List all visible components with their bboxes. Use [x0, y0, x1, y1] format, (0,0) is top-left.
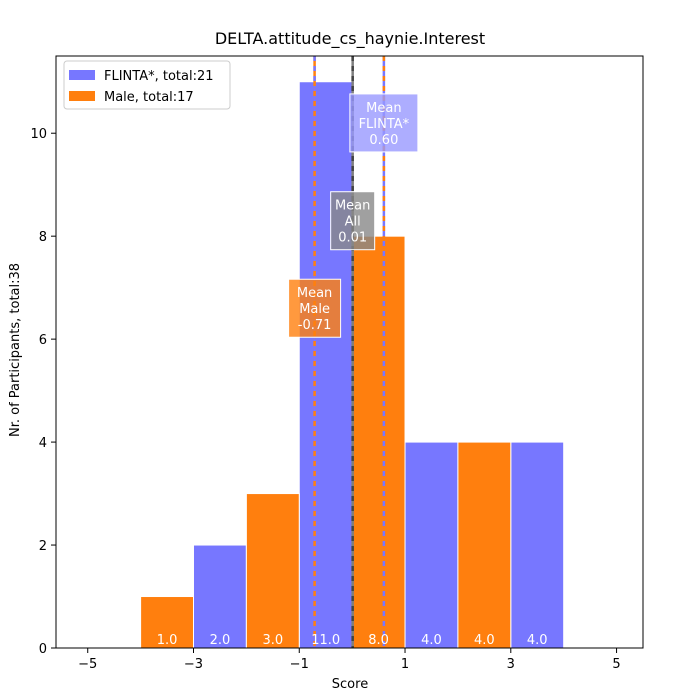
- count-label-2: 3.0: [262, 633, 283, 648]
- y-tick-label-4: 8: [39, 230, 47, 245]
- mean-label-box-all: [330, 191, 376, 251]
- mean-label-text-all-0: Mean: [335, 199, 370, 214]
- y-tick-label-1: 2: [39, 539, 47, 554]
- x-tick-label-5: 5: [612, 657, 620, 672]
- mean-label-box-male: [288, 278, 342, 338]
- mean-label-text-male-1: Male: [299, 302, 330, 317]
- y-tick-label-5: 10: [30, 127, 47, 142]
- y-axis-label: Nr. of Participants, total:38: [8, 263, 23, 437]
- x-tick-label-4: 3: [507, 657, 515, 672]
- bar-flinta-1: [298, 81, 353, 649]
- bar-male-3: [457, 441, 512, 649]
- legend-swatch-1: [69, 91, 95, 101]
- bars-layer: [140, 81, 565, 649]
- x-ticks: −5 −3 −1 1 3 5: [78, 648, 621, 672]
- mean-label-text-male-0: Mean: [297, 286, 332, 301]
- bar-flinta-2: [404, 441, 459, 649]
- count-label-4: 8.0: [368, 633, 389, 648]
- bar-male-2: [351, 235, 406, 649]
- chart-title: DELTA.attitude_cs_haynie.Interest: [215, 29, 485, 49]
- count-label-1: 2.0: [210, 633, 231, 648]
- mean-label-text-flinta-2: 0.60: [369, 133, 398, 148]
- x-axis-label: Score: [332, 677, 368, 692]
- bar-flinta-0: [192, 544, 247, 649]
- y-tick-label-2: 4: [39, 436, 47, 451]
- count-label-6: 4.0: [474, 633, 495, 648]
- mean-lines-layer: [313, 56, 386, 648]
- y-tick-label-3: 6: [39, 333, 47, 348]
- mean-label-text-flinta-0: Mean: [366, 101, 401, 116]
- plot-frame: [55, 55, 644, 649]
- legend: FLINTA*, total:21 Male, total:17: [63, 60, 231, 110]
- x-tick-label-1: −3: [184, 657, 203, 672]
- y-tick-label-0: 0: [39, 642, 47, 657]
- mean-label-text-male-2: -0.71: [298, 318, 332, 333]
- count-label-3: 11.0: [311, 633, 340, 648]
- mean-label-text-flinta-1: FLINTA*: [359, 117, 410, 132]
- count-label-0: 1.0: [157, 633, 178, 648]
- legend-label-0: FLINTA*, total:21: [104, 69, 214, 84]
- x-tick-label-0: −5: [78, 657, 97, 672]
- mean-label-text-all-2: 0.01: [338, 231, 367, 246]
- y-ticks: 0 2 4 6 8 10: [30, 127, 56, 657]
- mean-label-box-flinta: [349, 93, 419, 153]
- bar-male-1: [245, 493, 300, 649]
- x-tick-label-3: 1: [401, 657, 409, 672]
- mean-label-text-all-1: All: [345, 215, 361, 230]
- legend-frame: [63, 60, 231, 110]
- x-tick-label-2: −1: [290, 657, 309, 672]
- count-label-7: 4.0: [527, 633, 548, 648]
- bar-flinta-3: [510, 441, 565, 649]
- count-labels-layer: 1.0 2.0 3.0 11.0 8.0 4.0 4.0 4.0: [157, 633, 548, 648]
- legend-label-1: Male, total:17: [104, 90, 194, 105]
- count-label-5: 4.0: [421, 633, 442, 648]
- legend-swatch-0: [69, 70, 95, 80]
